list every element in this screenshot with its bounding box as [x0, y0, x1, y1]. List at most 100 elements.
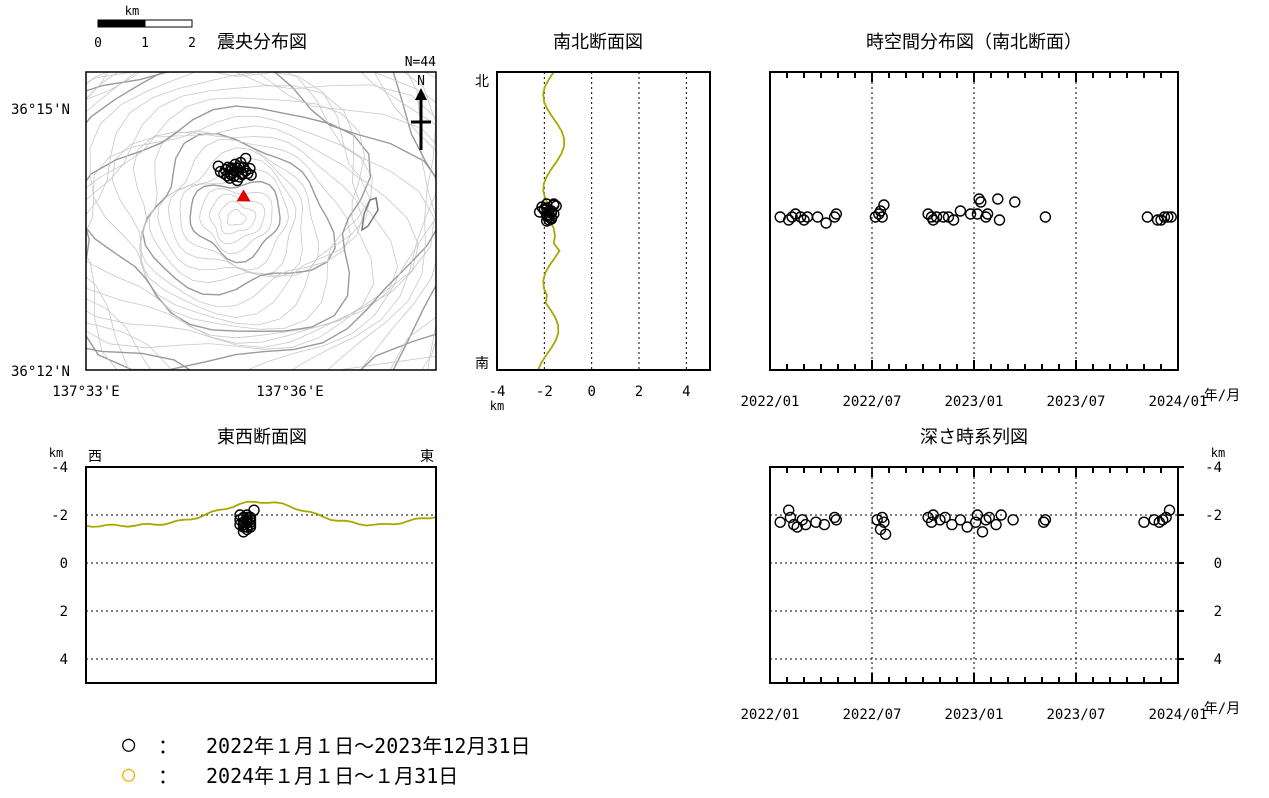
legend-item-2022-2023: ○ ： 2022年１月１日～2023年12月31日 [122, 730, 531, 759]
topo-contour-line [86, 72, 436, 370]
st-event-point [964, 208, 977, 220]
topo-contour-line [86, 72, 435, 350]
ns-frame [496, 71, 711, 371]
topo-contour-line [208, 193, 266, 245]
st-event-point [992, 193, 1004, 205]
st-x-tick: 2022/07 [842, 394, 901, 410]
ns-title: 南北断面図 [553, 32, 643, 53]
ew-title: 東西断面図 [217, 427, 307, 448]
st-event-point [927, 214, 939, 226]
legend-sep: ： [158, 734, 178, 758]
north-label: N [417, 74, 425, 89]
dt-x-tick: 2023/01 [944, 707, 1003, 723]
lat-tick-label: 36°15'N [11, 102, 70, 118]
ns-x-tick: -2 [536, 384, 553, 400]
st-event-point [1162, 211, 1174, 223]
dt-event-point [788, 518, 800, 531]
map-title: 震央分布図 [217, 32, 307, 53]
dt-x-tick: 2022/07 [842, 707, 901, 723]
st-x-tick: 2024/01 [1148, 394, 1207, 410]
ns-topo-profile [537, 71, 566, 371]
scale-tick: 0 [94, 36, 102, 51]
dt-y-tick: -4 [1205, 460, 1222, 476]
ew-y-tick: 4 [60, 652, 68, 668]
topo-contour-line [86, 72, 436, 370]
dt-event-point [830, 514, 842, 526]
ns-x-tick: 2 [635, 384, 643, 400]
ew-frame [85, 466, 437, 684]
st-event-point [786, 211, 798, 223]
map-frame [85, 71, 437, 371]
st-event-point [975, 196, 987, 208]
dt-event-point [1007, 514, 1019, 526]
dt-event-point [1156, 514, 1169, 526]
epicenter-point [239, 152, 252, 165]
epicenter-point [228, 170, 240, 183]
dt-y-tick: 4 [1214, 652, 1222, 668]
dt-event-point [971, 509, 984, 521]
dt-y-unit: km [1211, 446, 1225, 460]
dt-event-point [879, 528, 892, 540]
topo-contour-line [86, 72, 436, 370]
dt-frame [769, 466, 1179, 684]
st-event-point [1155, 214, 1167, 226]
dt-event-point [774, 516, 786, 528]
dt-x-tick: 2024/01 [1148, 707, 1207, 723]
lon-tick-label: 137°33'E [52, 384, 119, 400]
st-event-point [993, 214, 1006, 226]
dt-event-point [1163, 504, 1176, 516]
topo-contour-line [141, 132, 336, 296]
dt-title: 深さ時系列図 [920, 427, 1028, 448]
epicenter-point [225, 162, 238, 174]
dt-event-point [980, 514, 992, 526]
dt-event-point [818, 518, 831, 531]
topo-contour-line [199, 188, 273, 254]
scale-tick: 1 [141, 36, 149, 51]
ew-y-tick: -4 [51, 460, 68, 476]
legend-item-2024: ○ ： 2024年１月１日～１月31日 [122, 760, 458, 789]
legend-black-circle-icon: ○ [122, 732, 136, 757]
dt-event-point [946, 518, 958, 531]
st-event-point [1158, 211, 1171, 223]
dt-event-point [1138, 516, 1150, 528]
ew-hypocenter-point [248, 504, 260, 516]
dt-event-point [1160, 511, 1172, 524]
ns-north-label: 北 [475, 74, 489, 90]
dt-event-point [784, 511, 797, 524]
ns-x-unit: km [490, 399, 504, 413]
epicenter-point [214, 165, 227, 178]
st-event-point [937, 211, 950, 223]
scale-bar-black [97, 19, 146, 28]
st-frame [769, 71, 1179, 371]
dt-event-point [939, 511, 951, 524]
dt-event-point [783, 504, 795, 516]
legend-label: 2022年１月１日～2023年12月31日 [206, 734, 531, 758]
st-event-point [1141, 211, 1154, 223]
scale-bar-white [144, 19, 193, 28]
epicenter-map-panel: 震央分布図 km 0 1 2 N=44 N 36°15'N 36°12'N 137°33'E 137… [11, 4, 437, 400]
legend-label: 2024年１月１日～１月31日 [206, 764, 459, 788]
topo-contour-line [86, 85, 399, 344]
topo-contour-line [389, 316, 436, 370]
topo-contour-line [227, 208, 247, 226]
st-x-tick: 2023/07 [1046, 394, 1105, 410]
dt-event-point [995, 509, 1007, 521]
count-label: N=44 [405, 55, 436, 70]
st-event-point [981, 208, 994, 220]
epicenter-point [233, 161, 245, 173]
topo-contour-line [111, 125, 371, 326]
dt-y-tick: -2 [1205, 508, 1222, 524]
topo-contour-line [86, 72, 436, 127]
dt-event-point [1039, 514, 1052, 526]
dt-event-point [925, 516, 938, 528]
ew-y-unit: km [49, 446, 63, 460]
st-x-unit: 年/月 [1204, 388, 1240, 404]
st-event-point [1009, 196, 1021, 208]
st-event-point [930, 211, 943, 223]
ew-west-label: 西 [88, 449, 102, 465]
dt-event-point [934, 514, 946, 526]
ns-hypocenter-point [548, 198, 560, 210]
topo-contour-line [167, 157, 297, 276]
